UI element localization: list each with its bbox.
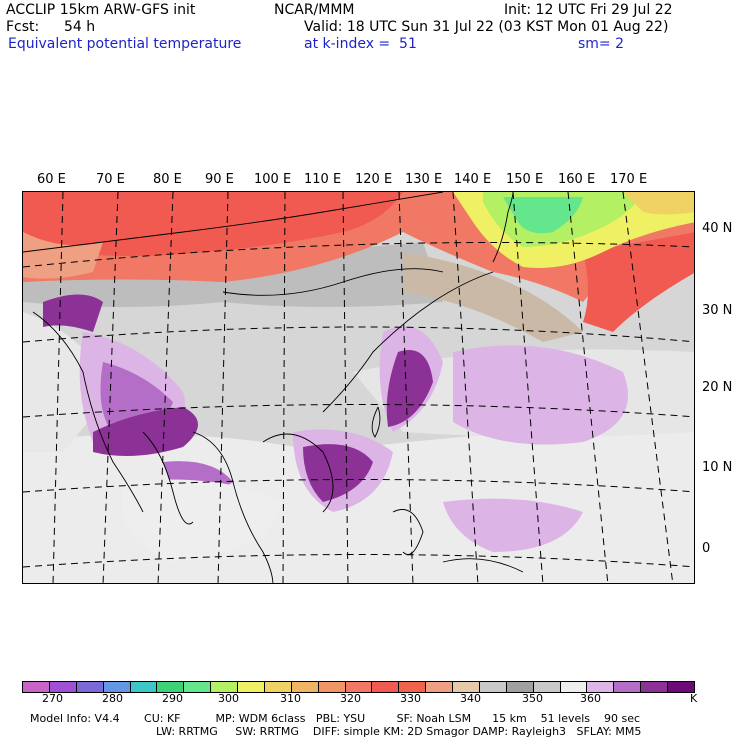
valid-time: Valid: 18 UTC Sun 31 Jul 22 (03 KST Mon … (304, 19, 669, 35)
colorbar-swatch (506, 682, 534, 692)
latitude-label: 10 N (702, 460, 733, 475)
colorbar-swatch (453, 682, 480, 692)
longitude-label: 100 E (254, 172, 292, 187)
init-time: Init: 12 UTC Fri 29 Jul 22 (504, 2, 673, 18)
latitude-label: 30 N (702, 303, 733, 318)
colorbar-swatch (533, 682, 561, 692)
longitude-label: 120 E (355, 172, 393, 187)
colorbar-swatch (668, 682, 694, 692)
longitude-label: 140 E (454, 172, 492, 187)
model-title: ACCLIP 15km ARW-GFS init (6, 2, 196, 18)
longitude-label: 80 E (153, 172, 182, 187)
colorbar-swatch (587, 682, 615, 692)
colorbar-tick-label: 280 (102, 692, 123, 705)
model-info-line2: LW: RRTMG SW: RRTMG DIFF: simple KM: 2D … (156, 725, 642, 738)
colorbar-swatch (426, 682, 453, 692)
smoothing-setting: sm= 2 (578, 36, 625, 52)
longitude-label: 170 E (610, 172, 648, 187)
colorbar-swatch (238, 682, 265, 692)
longitude-label: 110 E (304, 172, 342, 187)
colorbar-swatch (49, 682, 77, 692)
colorbar-swatch (130, 682, 158, 692)
colorbar-tick-label: 270 (42, 692, 63, 705)
colorbar-tick-label: 290 (162, 692, 183, 705)
colorbar-tick-label: 340 (460, 692, 481, 705)
colorbar-unit: K (690, 692, 698, 705)
longitude-label: 160 E (558, 172, 596, 187)
map-panel (22, 191, 695, 584)
colorbar-swatch (372, 682, 400, 692)
colorbar-tick-label: 350 (522, 692, 543, 705)
theta-e-field (23, 192, 694, 583)
forecast-label: Fcst: (6, 19, 40, 35)
colorbar-swatch (479, 682, 507, 692)
longitude-label: 90 E (205, 172, 234, 187)
colorbar-tick-label: 360 (580, 692, 601, 705)
vertical-level: at k-index = 51 (304, 36, 417, 52)
colorbar-swatch (614, 682, 642, 692)
latitude-label: 0 (702, 541, 711, 556)
colorbar-swatch (103, 682, 131, 692)
forecast-hours: 54 h (64, 19, 96, 35)
colorbar-swatch (345, 682, 373, 692)
longitude-label: 150 E (506, 172, 544, 187)
longitude-label: 60 E (37, 172, 66, 187)
latitude-label: 40 N (702, 221, 733, 236)
colorbar-swatch (23, 682, 50, 692)
colorbar-swatch (264, 682, 292, 692)
colorbar-tick-label: 300 (218, 692, 239, 705)
colorbar-tick-label: 320 (340, 692, 361, 705)
model-info-line1: Model Info: V4.4 CU: KF MP: WDM 6class P… (30, 712, 641, 725)
field-name: Equivalent potential temperature (8, 36, 242, 52)
colorbar-tick-label: 330 (400, 692, 421, 705)
longitude-label: 130 E (405, 172, 443, 187)
colorbar-tick-label: 310 (280, 692, 301, 705)
colorbar-swatch (184, 682, 212, 692)
colorbar-swatch (291, 682, 319, 692)
latitude-label: 20 N (702, 380, 733, 395)
colorbar-swatch (76, 682, 104, 692)
colorbar-swatch (641, 682, 668, 692)
colorbar-swatch (157, 682, 185, 692)
colorbar-swatch (399, 682, 427, 692)
colorbar-swatch (560, 682, 588, 692)
colorbar-swatch (318, 682, 346, 692)
institution-label: NCAR/MMM (274, 2, 355, 18)
longitude-label: 70 E (96, 172, 125, 187)
colorbar-swatch (211, 682, 238, 692)
colorbar (22, 681, 695, 693)
